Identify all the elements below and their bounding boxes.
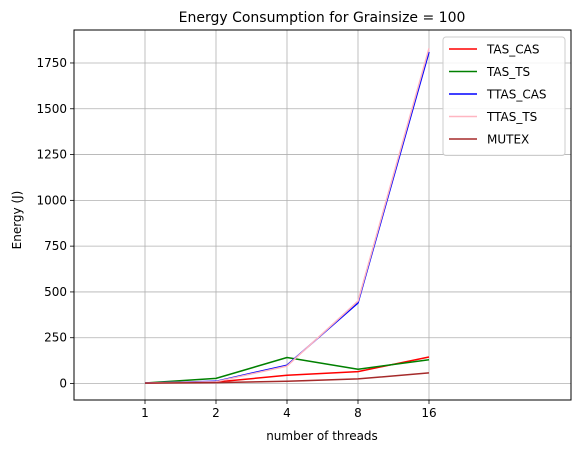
y-tick-label: 1000 [36,193,67,207]
x-tick-label: 1 [141,406,149,420]
y-tick-label: 0 [59,377,67,391]
y-tick-label: 1750 [36,56,67,70]
plot-frame [73,29,572,401]
legend-label: TTAS_CAS [486,88,547,102]
x-axis-ticks: 1 2 4 8 16 [141,400,437,420]
y-tick-label: 250 [44,331,67,345]
y-tick-label: 750 [44,239,67,253]
x-tick-label: 16 [421,406,436,420]
legend-label: TAS_TS [486,65,530,79]
y-tick-label: 1500 [36,102,67,116]
y-axis-label: Energy (J) [10,191,24,250]
x-tick-label: 4 [283,406,291,420]
series-line-mutex [144,372,430,384]
legend-label: TAS_CAS [486,43,539,57]
y-tick-label: 1250 [36,148,67,162]
legend-label: TTAS_TS [486,110,537,124]
x-axis-label: number of threads [266,429,378,443]
y-axis-ticks: 0 250 500 750 1000 1250 1500 1750 [36,56,74,391]
x-tick-label: 8 [354,406,362,420]
series-lines [144,48,430,384]
legend-label: MUTEX [487,133,529,147]
legend-box [442,36,566,156]
legend: TAS_CAS TAS_TS TTAS_CAS TTAS_TS MUTEX [442,36,566,156]
x-tick-label: 2 [212,406,220,420]
y-tick-label: 500 [44,285,67,299]
series-line-tas-ts [144,356,430,384]
chart-title: Energy Consumption for Grainsize = 100 [179,10,466,26]
